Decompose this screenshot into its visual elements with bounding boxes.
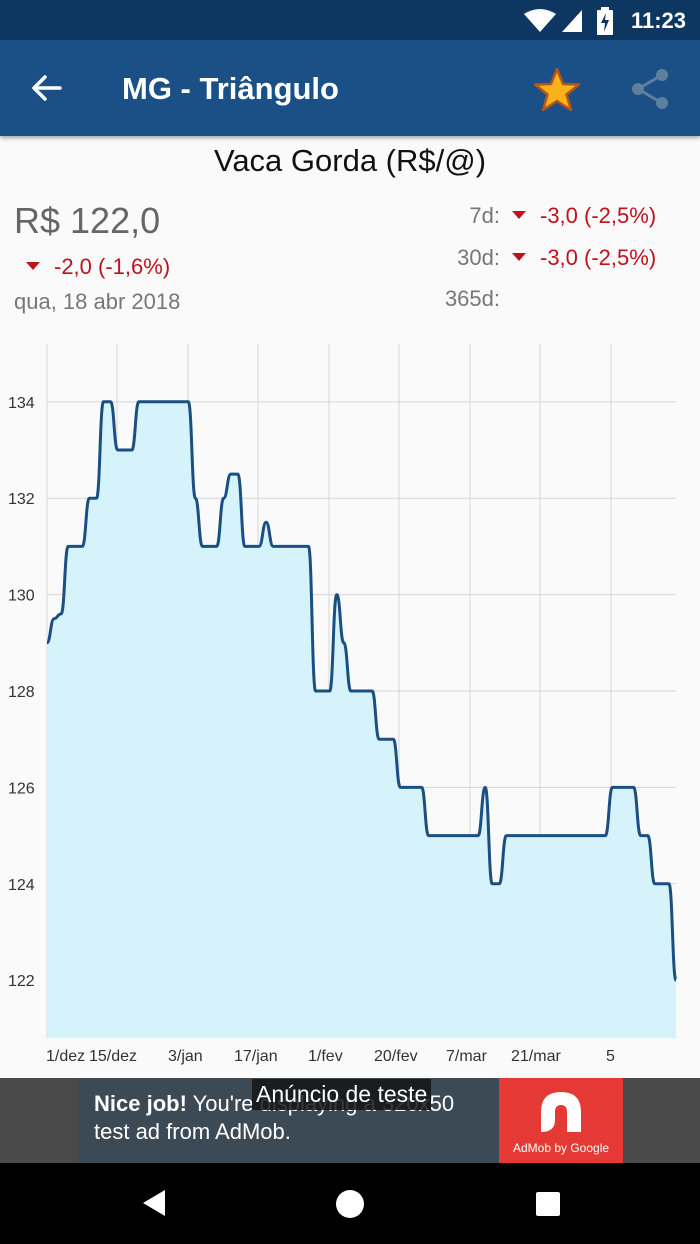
period-value-7d: -3,0 (-2,5%) bbox=[512, 203, 656, 229]
share-icon[interactable] bbox=[628, 67, 672, 111]
y-tick-label: 130 bbox=[8, 588, 35, 605]
status-bar: 11:23 bbox=[0, 0, 700, 40]
y-tick-label: 134 bbox=[8, 395, 35, 412]
status-time: 11:23 bbox=[630, 8, 686, 33]
period-change-30d: -3,0 (-2,5%) bbox=[540, 245, 657, 270]
signal-icon bbox=[562, 10, 582, 32]
period-label-7d: 7d: bbox=[469, 203, 500, 228]
x-tick-label: 5 bbox=[606, 1048, 615, 1065]
ad-line2: test ad from AdMob. bbox=[94, 1119, 291, 1144]
period-value-30d: -3,0 (-2,5%) bbox=[512, 245, 656, 271]
y-tick-label: 122 bbox=[8, 973, 35, 990]
admob-icon bbox=[541, 1092, 581, 1132]
app-title: MG - Triângulo bbox=[122, 71, 339, 106]
chart-title: Vaca Gorda (R$/@) bbox=[213, 143, 487, 178]
x-tick-label: 7/mar bbox=[446, 1048, 488, 1065]
down-triangle-icon bbox=[512, 211, 526, 220]
current-price: R$ 122,0 bbox=[14, 200, 161, 241]
price-line bbox=[45, 400, 678, 982]
y-tick-label: 128 bbox=[8, 684, 35, 701]
ad-headline: Nice job! bbox=[94, 1091, 187, 1116]
x-tick-label: 21/mar bbox=[511, 1048, 561, 1065]
period-label-30d: 30d: bbox=[457, 245, 500, 270]
square-recents-icon[interactable] bbox=[535, 1191, 561, 1217]
navigation-bar bbox=[0, 1163, 700, 1244]
admob-logo: AdMob by Google bbox=[499, 1078, 623, 1163]
arrow-left-icon[interactable] bbox=[30, 71, 64, 105]
period-change-7d: -3,0 (-2,5%) bbox=[540, 203, 657, 228]
admob-logo-text: AdMob by Google bbox=[512, 1141, 610, 1155]
circle-home-icon[interactable] bbox=[335, 1189, 365, 1219]
y-tick-label: 126 bbox=[8, 780, 35, 797]
wifi-icon bbox=[524, 9, 556, 32]
x-tick-label: 1/fev bbox=[308, 1048, 343, 1065]
x-tick-label: 3/jan bbox=[168, 1048, 203, 1065]
triangle-back-icon[interactable] bbox=[140, 1188, 168, 1218]
app-bar: MG - Triângulo bbox=[0, 40, 700, 136]
y-tick-label: 124 bbox=[8, 877, 35, 894]
price-change-value: -2,0 (-1,6%) bbox=[54, 254, 171, 279]
down-triangle-icon bbox=[512, 253, 526, 262]
battery-icon bbox=[597, 7, 613, 35]
x-tick-label: 20/fev bbox=[374, 1048, 418, 1065]
down-triangle-icon bbox=[26, 262, 40, 271]
x-tick-label: 15/dez bbox=[89, 1048, 137, 1065]
test-ad-label: Anúncio de teste bbox=[252, 1079, 432, 1110]
price-change: -2,0 (-1,6%) bbox=[26, 254, 170, 280]
y-tick-label: 132 bbox=[8, 491, 35, 508]
x-tick-label: 17/jan bbox=[234, 1048, 278, 1065]
period-label-365d: 365d: bbox=[444, 286, 500, 311]
x-tick-label: 1/dez bbox=[46, 1048, 85, 1065]
price-chart[interactable]: 122 124 126 128 130 132 134 1/dez 15/dez 3/jan 17/… bbox=[0, 330, 700, 1075]
area-fill bbox=[47, 401, 676, 1038]
quote-date: qua, 18 abr 2018 bbox=[14, 289, 181, 314]
star-icon[interactable] bbox=[533, 67, 581, 113]
